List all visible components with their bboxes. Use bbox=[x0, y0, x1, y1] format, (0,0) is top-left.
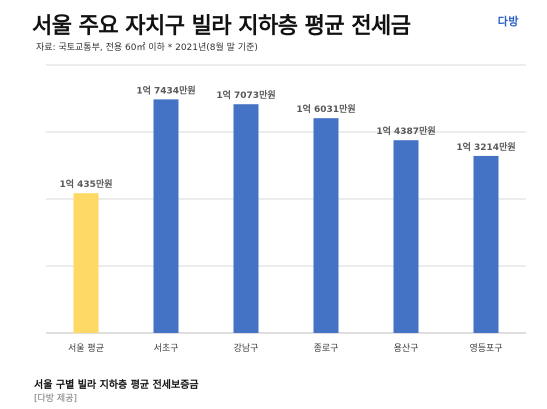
x-tick-label-2: 강남구 bbox=[234, 343, 259, 354]
bar-0 bbox=[73, 193, 99, 333]
data-label-5: 1억 3214만원 bbox=[456, 141, 515, 153]
x-tick-label-1: 서초구 bbox=[154, 343, 179, 354]
x-tick-label-0: 서울 평균 bbox=[68, 343, 104, 354]
bar-4 bbox=[393, 140, 419, 333]
bar-5 bbox=[473, 155, 499, 333]
chart-title: 서울 주요 자치구 빌라 지하층 평균 전세금 bbox=[32, 14, 411, 39]
bar-2 bbox=[233, 104, 259, 333]
bar-3 bbox=[313, 118, 339, 333]
figure-caption: 서울 구별 빌라 지하층 평균 전세보증금 bbox=[34, 380, 199, 391]
x-tick-label-4: 용산구 bbox=[394, 343, 419, 354]
data-label-4: 1억 4387만원 bbox=[376, 125, 435, 137]
data-label-0: 1억 435만원 bbox=[59, 178, 112, 190]
data-label-2: 1억 7073만원 bbox=[216, 89, 275, 101]
figure-credit: [다방 제공] bbox=[34, 394, 78, 404]
bar-1 bbox=[153, 99, 179, 333]
source-note: 자료: 국토교통부, 전용 60㎡ 이하 * 2021년(8월 말 기준) bbox=[36, 43, 258, 53]
data-label-1: 1억 7434만원 bbox=[136, 84, 195, 96]
data-label-3: 1억 6031만원 bbox=[296, 103, 355, 115]
brand-logo: 다방 bbox=[497, 15, 519, 28]
x-tick-label-5: 영등포구 bbox=[469, 343, 502, 354]
x-tick-label-3: 종로구 bbox=[314, 343, 339, 354]
